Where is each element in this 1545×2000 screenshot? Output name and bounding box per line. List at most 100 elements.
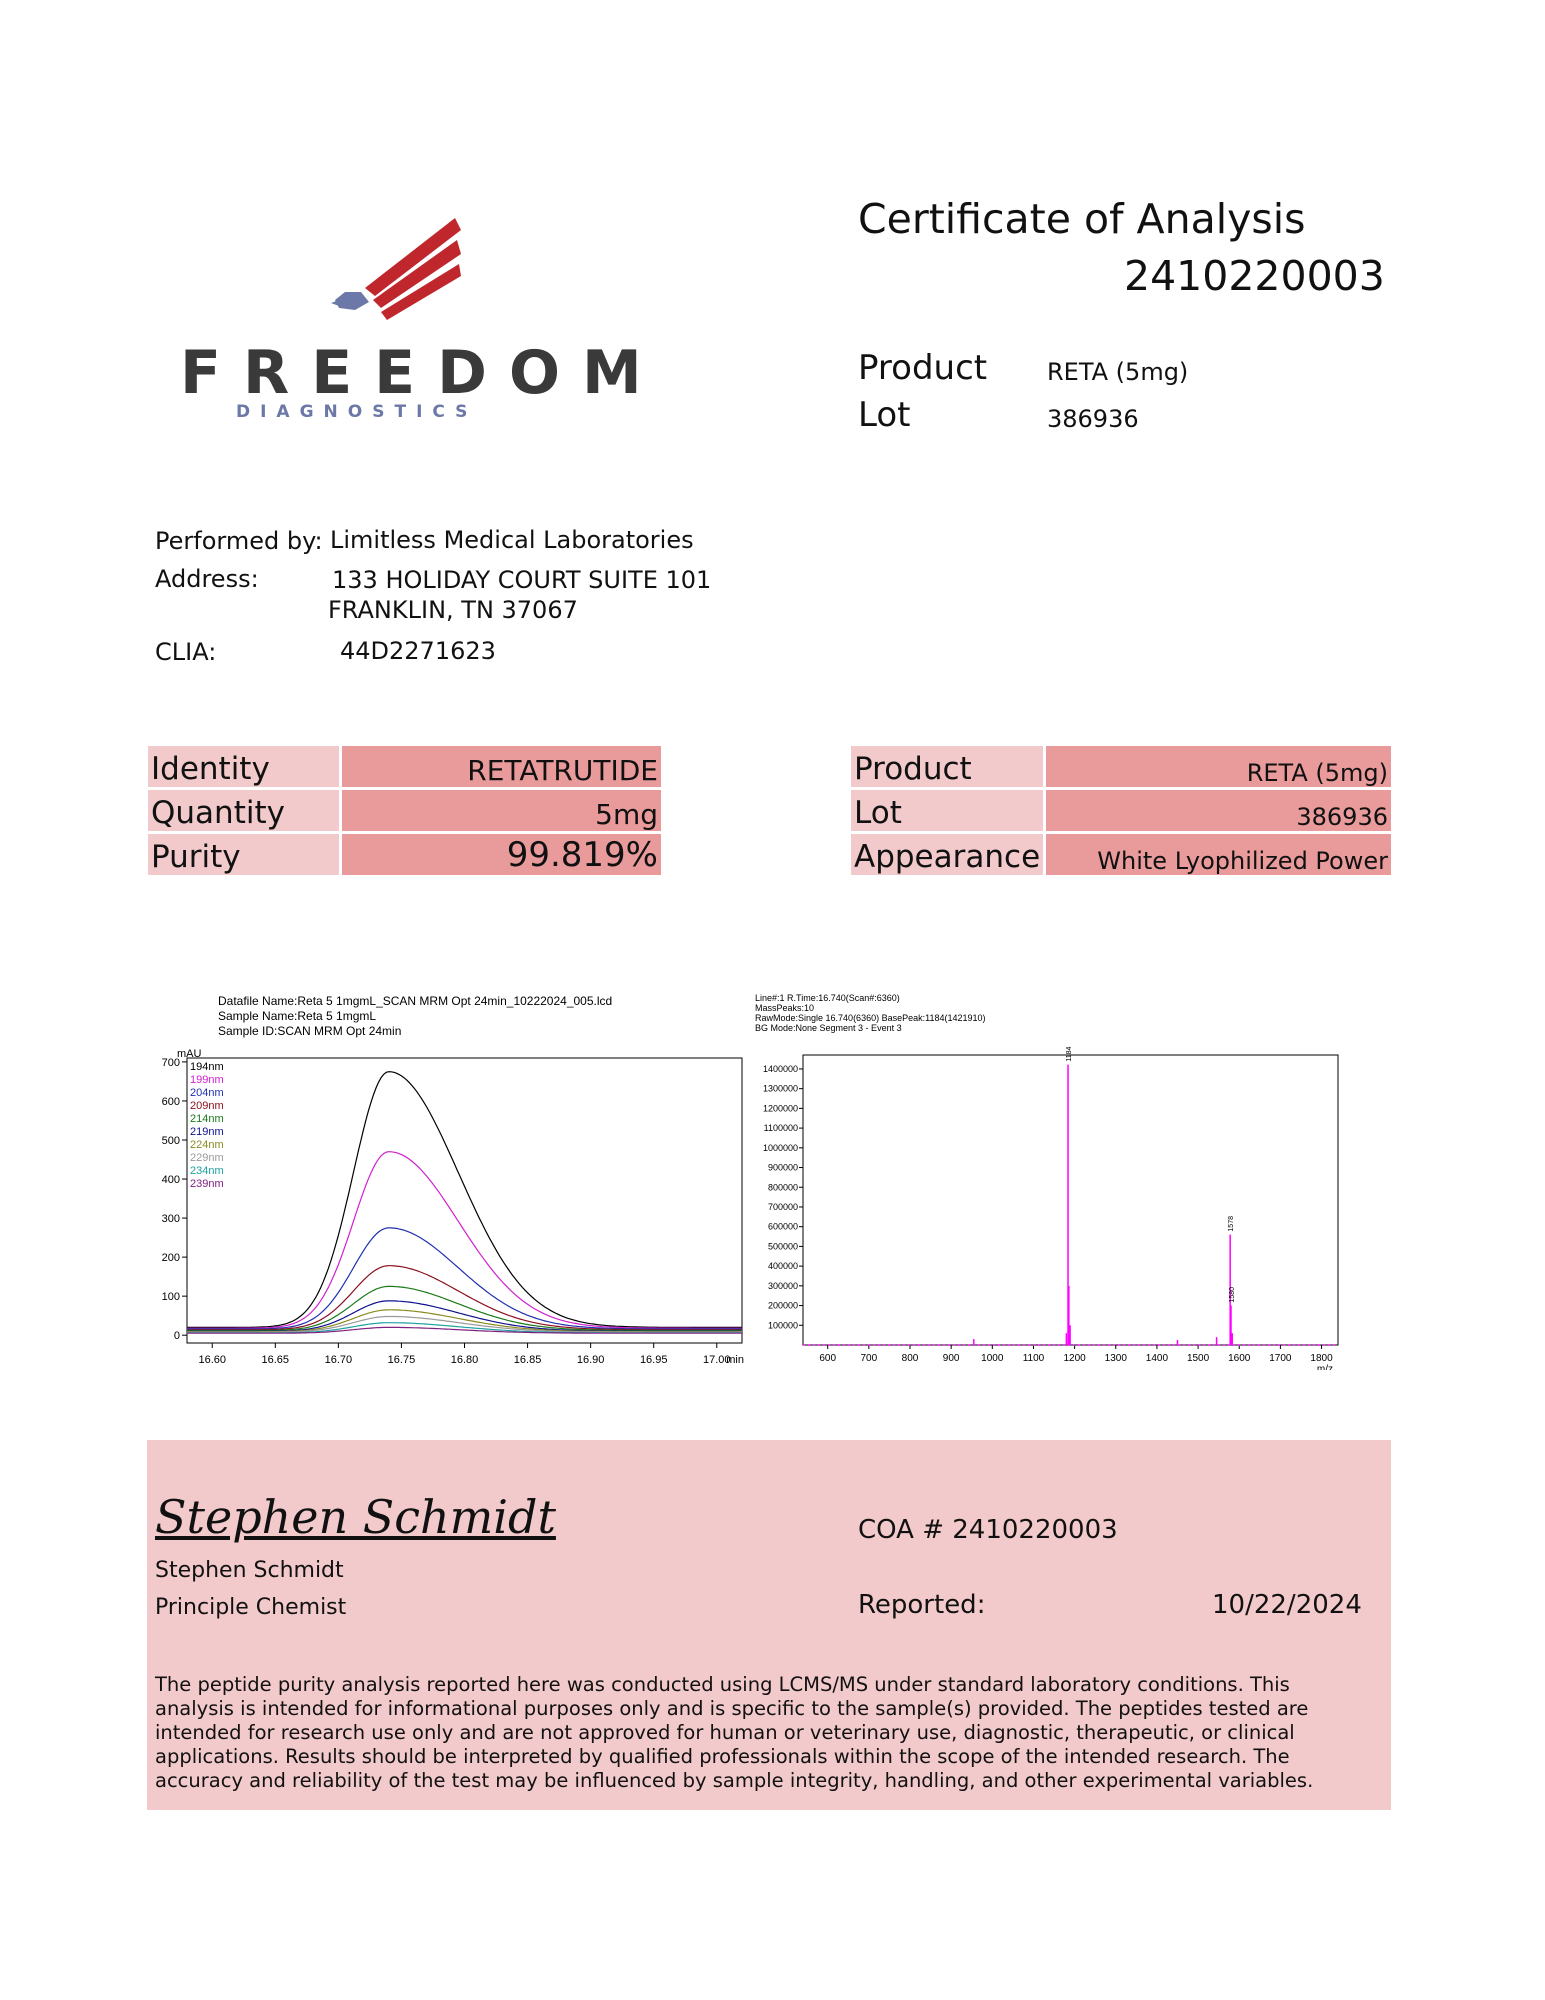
disclaimer: The peptide purity analysis reported her… [155, 1673, 1314, 1792]
y-tick-label: 300000 [768, 1281, 798, 1291]
lot-row-label: Lot [851, 790, 1047, 831]
chart-header-text: Datafile Name:Reta 5 1mgmL_SCAN MRM Opt … [218, 994, 612, 1008]
logo-brand: FREEDOM [180, 338, 664, 408]
plot-frame [186, 1057, 743, 1344]
x-tick-label: 1800 [1310, 1353, 1333, 1364]
identity-label: Identity [148, 746, 342, 787]
x-tick-label: 16.60 [198, 1354, 226, 1366]
y-tick-label: 1300000 [763, 1084, 798, 1094]
x-tick-label: 16.90 [577, 1354, 605, 1366]
identity-value: RETATRUTIDE [342, 746, 661, 787]
certificate-number: 2410220003 [1124, 252, 1385, 300]
signature: Stephen Schmidt [155, 1490, 556, 1544]
legend-entry: 204nm [190, 1087, 224, 1099]
y-tick-label: 300 [162, 1213, 180, 1225]
y-tick-label: 600000 [768, 1222, 798, 1232]
performed-by-label: Performed by: [155, 527, 323, 555]
legend-entry: 234nm [190, 1165, 224, 1177]
y-tick-label: 0 [174, 1330, 180, 1342]
y-tick-label: 600 [162, 1096, 180, 1108]
x-tick-label: 1000 [981, 1353, 1004, 1364]
purity-value: 99.819% [342, 834, 661, 875]
x-tick-label: 1700 [1269, 1353, 1292, 1364]
y-tick-label: 700 [162, 1057, 180, 1069]
lot-value: 386936 [1047, 405, 1139, 433]
legend-entry: 219nm [190, 1126, 224, 1138]
table-row: Purity 99.819% [148, 834, 661, 875]
signer-name: Stephen Schmidt [155, 1558, 344, 1583]
series-line [187, 1326, 742, 1334]
purity-label: Purity [148, 834, 342, 875]
y-tick-label: 800000 [768, 1182, 798, 1192]
series-line [187, 1151, 742, 1329]
clia-value: 44D2271623 [340, 637, 496, 665]
lot-row-value: 386936 [1046, 790, 1391, 831]
chart-header-text: MassPeaks:10 [755, 1003, 814, 1013]
chart-header-text: Sample ID:SCAN MRM Opt 24min [218, 1024, 401, 1038]
quantity-label: Quantity [148, 790, 342, 831]
y-tick-label: 100 [162, 1291, 180, 1303]
x-tick-label: 700 [861, 1353, 878, 1364]
x-tick-label: 1600 [1228, 1353, 1251, 1364]
x-tick-label: 16.95 [640, 1354, 668, 1366]
address-line1: 133 HOLIDAY COURT SUITE 101 [332, 566, 712, 594]
signer-role: Principle Chemist [155, 1595, 347, 1620]
x-tick-label: 600 [819, 1353, 836, 1364]
x-tick-label: 16.65 [262, 1354, 290, 1366]
x-tick-label: 16.75 [388, 1354, 416, 1366]
plot-frame [802, 1054, 1339, 1346]
signature-panel [147, 1440, 1391, 1810]
reported-label: Reported: [858, 1590, 986, 1620]
legend-entry: 224nm [190, 1139, 224, 1151]
table-row: Product RETA (5mg) [851, 746, 1391, 787]
table-row: Quantity 5mg [148, 790, 661, 831]
legend-entry: 194nm [190, 1061, 224, 1073]
x-tick-label: 17.00 [703, 1354, 731, 1366]
x-tick-label: 1200 [1063, 1353, 1086, 1364]
table-row: Identity RETATRUTIDE [148, 746, 661, 787]
y-tick-label: 1400000 [763, 1064, 798, 1074]
lot-label: Lot [858, 395, 911, 435]
table-row: Appearance White Lyophilized Power [851, 834, 1391, 875]
logo [175, 210, 515, 430]
appearance-value: White Lyophilized Power [1046, 834, 1391, 875]
product-value: RETA (5mg) [1047, 358, 1189, 386]
mass-spectrum: Line#:1 R.Time:16.740(Scan#:6360)MassPea… [755, 993, 1339, 1370]
y-tick-label: 1100000 [764, 1123, 798, 1133]
peak-label: 1184 [1066, 1046, 1073, 1061]
x-axis-label: min [726, 1354, 744, 1366]
results-table-right: Product RETA (5mg) Lot 386936 Appearance… [851, 743, 1391, 878]
x-tick-label: 1400 [1146, 1353, 1169, 1364]
x-tick-label: 1300 [1105, 1353, 1128, 1364]
address-label: Address: [155, 565, 259, 593]
y-tick-label: 100000 [768, 1320, 798, 1330]
legend-entry: 199nm [190, 1074, 224, 1086]
hplc-chromatogram: Datafile Name:Reta 5 1mgmL_SCAN MRM Opt … [162, 994, 744, 1366]
legend-entry: 209nm [190, 1100, 224, 1112]
x-tick-label: 16.85 [514, 1354, 542, 1366]
y-tick-label: 200000 [768, 1301, 798, 1311]
series-line [187, 1071, 742, 1328]
y-tick-label: 200 [162, 1252, 180, 1264]
legend-entry: 239nm [190, 1178, 224, 1190]
clia-label: CLIA: [155, 638, 217, 666]
series-line [187, 1265, 742, 1331]
product-row-value: RETA (5mg) [1046, 746, 1391, 787]
x-tick-label: 16.80 [451, 1354, 479, 1366]
coa-number-footer: COA # 2410220003 [858, 1515, 1118, 1545]
x-tick-label: 1500 [1187, 1353, 1210, 1364]
table-row: Lot 386936 [851, 790, 1391, 831]
reported-date: 10/22/2024 [1212, 1590, 1362, 1620]
series-line [187, 1315, 742, 1333]
eagle-flag-icon [331, 218, 461, 320]
y-tick-label: 1000000 [763, 1143, 798, 1153]
y-tick-label: 400000 [768, 1261, 798, 1271]
quantity-value: 5mg [342, 790, 661, 831]
series-line [187, 1285, 742, 1332]
series-line [187, 1227, 742, 1330]
page-title: Certificate of Analysis [858, 195, 1306, 243]
performed-by-value: Limitless Medical Laboratories [330, 526, 694, 554]
peak-label: 1578 [1228, 1216, 1235, 1232]
address-line2: FRANKLIN, TN 37067 [328, 596, 578, 624]
peak-label: 1580 [1229, 1287, 1236, 1303]
